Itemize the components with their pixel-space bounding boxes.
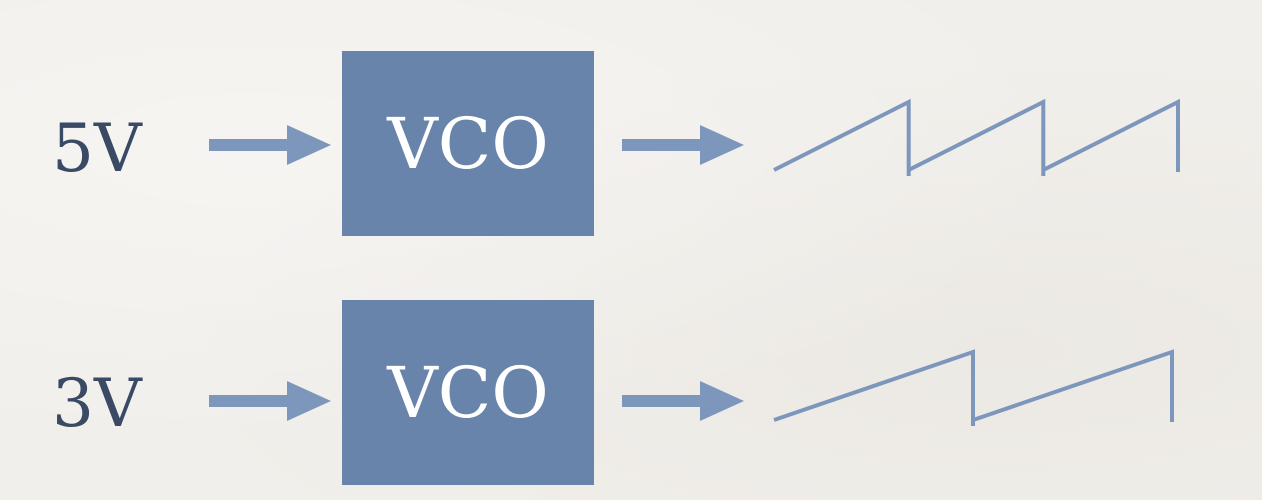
input-voltage-label: 3V [52,365,142,442]
sawtooth-waveform [773,98,1180,176]
arrow-right-icon [209,125,331,165]
vco-block: VCO [342,51,594,236]
input-voltage-label: 5V [52,110,142,187]
arrow-right-icon [209,381,331,421]
sawtooth-wave-line [773,349,1174,426]
vco-block-label: VCO [387,102,549,185]
vco-block: VCO [342,300,594,485]
arrow-right-icon [622,381,744,421]
sawtooth-wave-line [773,98,1180,176]
arrow-right-icon [622,125,744,165]
vco-block-label: VCO [387,351,549,434]
sawtooth-waveform [773,349,1174,426]
